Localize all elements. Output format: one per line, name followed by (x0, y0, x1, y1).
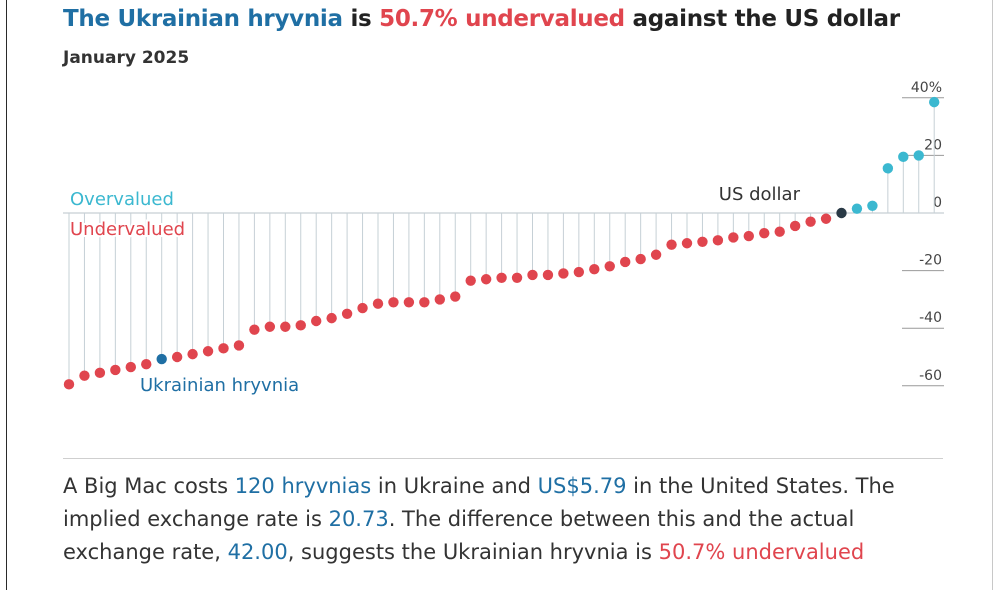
data-point (63, 379, 75, 390)
highlight-point (156, 353, 167, 365)
data-point (681, 238, 693, 249)
highlight-annotation: Ukrainian hryvnia (140, 375, 299, 396)
data-point (820, 213, 832, 224)
title-valuation: 50.7% undervalued (379, 6, 625, 32)
desc-valuation: 50.7% undervalued (658, 540, 865, 564)
data-point (403, 297, 415, 308)
data-point (511, 272, 523, 283)
data-point (125, 361, 136, 373)
data-point (480, 274, 492, 285)
title-currency: The Ukrainian hryvnia (63, 6, 343, 32)
data-point (326, 312, 337, 324)
data-point (341, 308, 353, 319)
data-point (604, 261, 615, 272)
description-text: A Big Mac costs 120 hryvnias in Ukraine … (63, 470, 933, 569)
data-point (759, 227, 770, 239)
data-point (789, 220, 801, 232)
y-tick-label: 0 (933, 195, 942, 211)
desc-implied-rate: 20.73 (328, 507, 389, 531)
data-point (141, 359, 152, 370)
data-point (233, 340, 245, 351)
data-point (419, 297, 430, 308)
data-point (774, 226, 785, 237)
y-tick-label: -60 (919, 368, 942, 384)
data-point (558, 268, 569, 279)
y-tick-label: 20 (924, 137, 942, 153)
data-point (496, 272, 507, 283)
data-point (697, 236, 708, 247)
base-point (836, 207, 847, 219)
data-point (187, 348, 198, 360)
data-point (743, 230, 754, 242)
data-point (666, 239, 677, 250)
data-point (573, 266, 585, 278)
data-point (388, 297, 399, 308)
data-point (650, 249, 662, 260)
data-point (280, 321, 291, 332)
chart-title: The Ukrainian hryvnia is 50.7% undervalu… (63, 6, 900, 32)
data-point (913, 150, 924, 161)
data-point (372, 298, 384, 309)
desc-text-2: in Ukraine and (371, 474, 538, 498)
y-tick-label: -20 (919, 253, 942, 269)
data-point (867, 200, 878, 211)
data-point (434, 294, 445, 305)
data-point (882, 163, 894, 174)
data-point (728, 232, 739, 243)
frame-right-border (992, 0, 993, 590)
data-point (295, 320, 306, 331)
title-connector: is (342, 6, 380, 32)
data-point (264, 321, 276, 332)
desc-text-3: in the United States. The implied exchan… (63, 474, 895, 531)
data-point (805, 216, 816, 227)
data-point (79, 370, 90, 381)
desc-text-5: , suggests the Ukrainian hryvnia is (287, 540, 659, 564)
undervalued-label: Undervalued (70, 219, 185, 240)
data-point (542, 269, 554, 281)
title-suffix: against the US dollar (624, 6, 901, 32)
data-point (450, 291, 461, 302)
desc-local-price: 120 hryvnias (234, 474, 372, 498)
data-point (712, 235, 724, 246)
section-divider (63, 458, 943, 459)
y-tick-label: 40% (911, 80, 942, 96)
desc-actual-rate: 42.00 (227, 540, 288, 564)
data-point (465, 275, 476, 286)
chart-subtitle: January 2025 (63, 48, 190, 68)
data-point (898, 151, 909, 163)
data-point (851, 203, 863, 214)
data-point (620, 256, 631, 268)
frame-left-border (6, 0, 7, 590)
y-tick-label: -40 (919, 310, 942, 326)
data-point (171, 351, 183, 363)
overvalued-label: Overvalued (70, 189, 174, 210)
data-point (202, 346, 214, 357)
data-point (110, 364, 121, 376)
data-point (527, 269, 538, 281)
data-point (635, 253, 646, 265)
data-point (218, 343, 229, 354)
data-point (589, 263, 600, 275)
data-point (311, 315, 322, 327)
desc-text-1: A Big Mac costs (63, 474, 235, 498)
data-point (929, 96, 940, 108)
desc-text-4: . The difference between this and the ac… (63, 507, 855, 564)
data-point (249, 324, 260, 335)
valuation-chart: 40% 20 0 -20 -40 -60 Overvalued Undervalued Ukra… (63, 80, 944, 398)
data-point (94, 367, 106, 379)
base-annotation: US dollar (719, 184, 801, 205)
desc-us-price: US$5.79 (537, 474, 627, 498)
data-point (357, 302, 368, 314)
